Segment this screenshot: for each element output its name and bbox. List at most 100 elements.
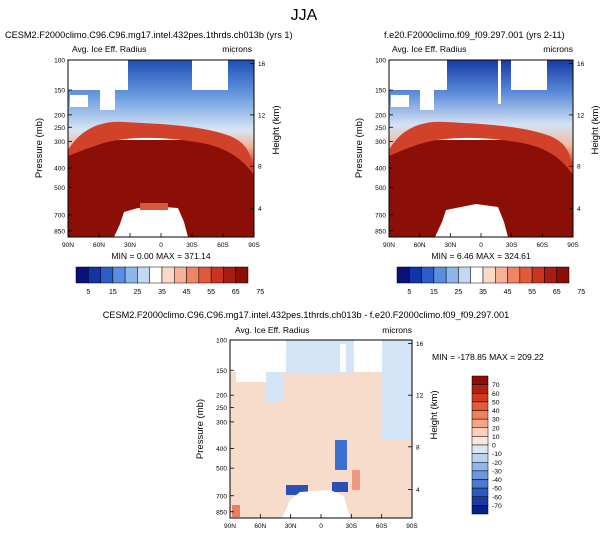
panel-1-missing-3 [192, 60, 228, 90]
y-tick-label: 300 [216, 419, 227, 426]
y-tick-label: 400 [375, 165, 386, 172]
y-tick-label: 850 [54, 228, 65, 235]
colorbar-swatch [149, 266, 163, 284]
panel-1-stats: MIN = 0.00 MAX = 371.14 [111, 251, 211, 261]
colorbar-label: 50 [492, 399, 500, 406]
colorbar-swatch [235, 266, 249, 284]
colorbar-swatch [75, 266, 89, 284]
y-tick-label: 250 [54, 125, 65, 132]
y2-tick-label: 12 [577, 112, 585, 119]
panel-2-colorbar: 5 15 25 35 45 55 65 75 [396, 266, 585, 296]
panel-2-missing-1 [389, 60, 447, 90]
colorbar-swatch [112, 266, 126, 284]
panel-1-title: CESM2.F2000climo.C96.C96.mg17.intel.432p… [5, 30, 293, 40]
panel-3: CESM2.F2000climo.C96.C96.mg17.intel.432p… [103, 310, 544, 530]
colorbar-label: 35 [158, 289, 166, 296]
colorbar-swatch [471, 427, 489, 437]
colorbar-label: 15 [109, 289, 117, 296]
panel-3-missing-2 [354, 340, 382, 372]
y-tick-label: 250 [216, 405, 227, 412]
y-tick-label: 850 [216, 509, 227, 516]
colorbar-swatch [471, 487, 489, 497]
panel-2-title: f.e20.F2000climo.f09_f09.297.001 (yrs 2-… [384, 30, 565, 40]
y2-tick-label: 8 [258, 164, 262, 171]
panel-2-units: microns [543, 44, 573, 54]
colorbar-swatch [470, 266, 484, 284]
colorbar-swatch [471, 418, 489, 428]
y-tick-label: 200 [54, 112, 65, 119]
y2-tick-label: 4 [258, 206, 262, 213]
x-tick-label: 90N [62, 242, 74, 249]
colorbar-swatch [88, 266, 101, 284]
y2-tick-label: 4 [577, 206, 581, 213]
panel-2-red-band [389, 121, 573, 175]
y2-tick-label: 16 [577, 61, 585, 68]
panel-1-missing-1 [68, 60, 128, 90]
x-tick-label: 60N [414, 242, 426, 249]
panel-3-missing-3 [236, 372, 266, 382]
y-tick-label: 500 [216, 466, 227, 473]
colorbar-swatch [471, 470, 489, 480]
y-tick-label: 400 [216, 446, 227, 453]
colorbar-swatch [100, 266, 114, 284]
panel-2-subtitle: Avg. Ice Eff. Radius [392, 44, 466, 54]
panel-3-blue-4 [340, 344, 346, 372]
colorbar-swatch [445, 266, 459, 284]
colorbar-label: 25 [134, 289, 142, 296]
panel-1-red-band [68, 121, 254, 175]
colorbar-swatch [471, 384, 489, 394]
colorbar-label: 65 [232, 289, 240, 296]
colorbar-swatch [409, 266, 422, 284]
y-tick-label: 300 [54, 139, 65, 146]
y2-tick-label: 16 [416, 341, 424, 348]
panel-1-lower-red [140, 203, 168, 210]
y2-tick-label: 8 [416, 444, 420, 451]
y-tick-label: 500 [54, 185, 65, 192]
colorbar-swatch [433, 266, 447, 284]
panel-2-axes: 90N 60N 30N 0 30S 60S 90S 100 150 200 250 300 400 500… [375, 58, 584, 250]
y2-tick-label: 4 [416, 487, 420, 494]
page-title: JJA [291, 7, 318, 24]
colorbar-swatch [471, 393, 489, 403]
colorbar-label: -50 [492, 486, 502, 493]
colorbar-swatch [396, 266, 410, 284]
panel-3-missing-lower [282, 490, 350, 518]
x-tick-label: 90N [224, 523, 236, 530]
y2-tick-label: 12 [416, 393, 424, 400]
colorbar-swatch [495, 266, 508, 284]
colorbar-swatch [544, 266, 557, 284]
panel-2-ylabel: Pressure (mb) [354, 118, 365, 178]
y-tick-label: 300 [375, 139, 386, 146]
colorbar-label: -60 [492, 494, 502, 501]
colorbar-label: -20 [492, 460, 502, 467]
y2-tick-label: 16 [258, 61, 266, 68]
y-tick-label: 100 [216, 338, 227, 345]
panel-2-missing-5 [498, 60, 501, 104]
x-tick-label: 30N [124, 242, 136, 249]
panel-3-red-2 [352, 470, 360, 490]
panel-3-blue-7 [332, 482, 348, 492]
x-tick-label: 90S [567, 242, 579, 249]
colorbar-label: 75 [256, 289, 264, 296]
panel-3-blue-6 [286, 485, 308, 495]
colorbar-label: 35 [479, 289, 487, 296]
colorbar-swatch [223, 266, 236, 284]
panel-2-stats: MIN = 6.46 MAX = 324.61 [431, 251, 531, 261]
colorbar-swatch [471, 375, 489, 385]
colorbar-label: 5 [407, 289, 411, 296]
colorbar-swatch [137, 266, 150, 284]
y-tick-label: 200 [216, 393, 227, 400]
colorbar-swatch [519, 266, 533, 284]
y-tick-label: 250 [375, 125, 386, 132]
panel-1-y2label: Height (km) [271, 105, 282, 154]
colorbar-swatch [471, 444, 489, 454]
colorbar-label: 55 [528, 289, 536, 296]
colorbar-label: -70 [492, 503, 502, 510]
x-tick-label: 90S [406, 523, 418, 530]
panel-2-missing-2 [420, 88, 434, 110]
colorbar-label: 45 [504, 289, 512, 296]
colorbar-swatch [174, 266, 187, 284]
panel-3-axes: 90N 60N 30N 0 30S 60S 90S 100 150 200 250 300 400 500… [216, 338, 423, 531]
panel-3-y2label: Height (km) [429, 390, 440, 439]
colorbar-swatch [471, 453, 489, 463]
